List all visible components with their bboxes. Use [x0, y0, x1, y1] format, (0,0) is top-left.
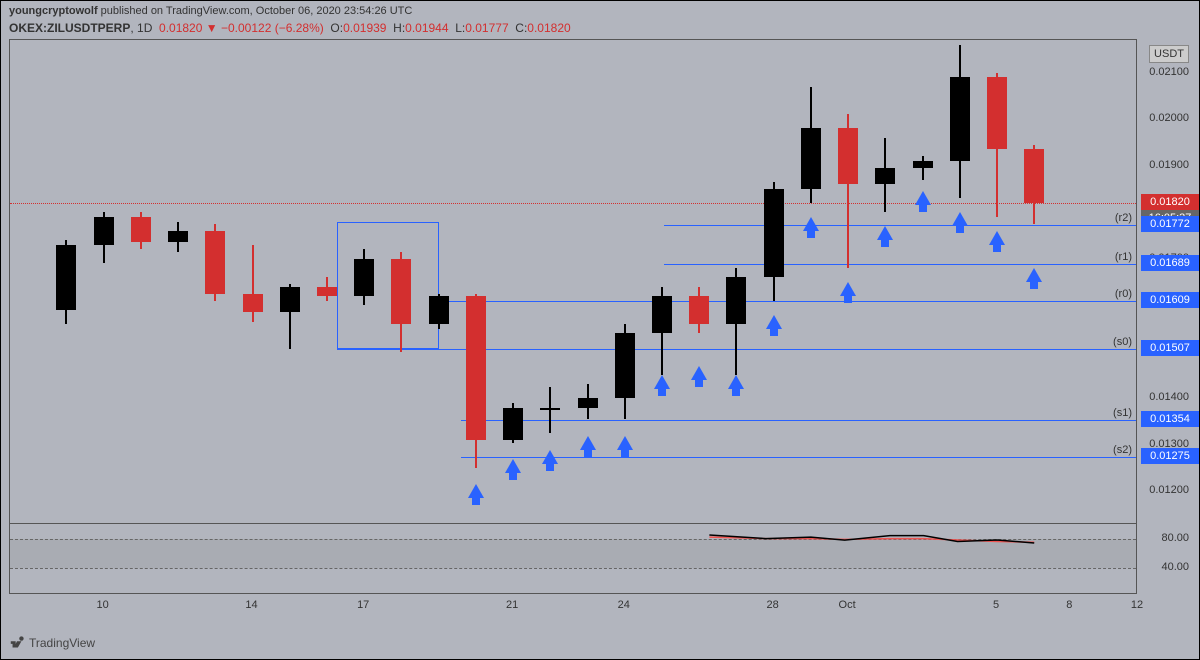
y-tick: 0.01900	[1149, 159, 1189, 171]
author: youngcryptowolf	[9, 5, 98, 17]
candle	[131, 40, 151, 524]
down-arrow-icon: ▼	[206, 21, 221, 35]
range-box	[337, 222, 439, 349]
candle	[652, 40, 672, 524]
pivot-price-tag: 0.01354	[1141, 411, 1199, 427]
x-tick: 5	[993, 599, 999, 611]
up-arrow-icon	[580, 436, 596, 450]
candle	[726, 40, 746, 524]
x-tick: 8	[1066, 599, 1072, 611]
x-tick: 12	[1131, 599, 1143, 611]
tradingview-icon	[9, 635, 25, 651]
up-arrow-icon	[691, 366, 707, 380]
y-tick: 0.02000	[1149, 112, 1189, 124]
rsi-y-tick: 80.00	[1161, 532, 1189, 544]
y-tick: 0.01200	[1149, 484, 1189, 496]
pivot-label: (r0)	[1115, 288, 1132, 300]
x-axis: 101417212428Oct5812	[9, 599, 1137, 619]
ticker-row: OKEX:ZILUSDTPERP, 1D 0.01820 ▼ −0.00122 …	[9, 21, 571, 35]
pivot-label: (r2)	[1115, 212, 1132, 224]
chart-area[interactable]: (r2) (r1) (r0) (s0) (s1) (s2)	[9, 39, 1137, 594]
candle	[987, 40, 1007, 524]
pivot-price-tag: 0.01275	[1141, 448, 1199, 464]
pivot-price-tag: 0.01689	[1141, 255, 1199, 271]
x-tick: 24	[618, 599, 630, 611]
rsi-y-tick: 40.00	[1161, 561, 1189, 573]
candle	[875, 40, 895, 524]
candle	[801, 40, 821, 524]
up-arrow-icon	[915, 191, 931, 205]
candle	[503, 40, 523, 524]
pivot-price-tag: 0.01609	[1141, 292, 1199, 308]
price-pane[interactable]: (r2) (r1) (r0) (s0) (s1) (s2)	[10, 40, 1136, 524]
tradingview-watermark: TradingView	[9, 635, 95, 651]
pivot-label: (s2)	[1113, 444, 1132, 456]
up-arrow-icon	[617, 436, 633, 450]
candle	[94, 40, 114, 524]
up-arrow-icon	[840, 282, 856, 296]
x-tick: 17	[357, 599, 369, 611]
up-arrow-icon	[952, 212, 968, 226]
candle	[168, 40, 188, 524]
candle	[280, 40, 300, 524]
up-arrow-icon	[1026, 268, 1042, 282]
up-arrow-icon	[989, 231, 1005, 245]
candle	[689, 40, 709, 524]
up-arrow-icon	[766, 315, 782, 329]
pivot-price-tag: 0.01772	[1141, 216, 1199, 232]
candle	[354, 40, 374, 524]
candle	[56, 40, 76, 524]
x-tick: 14	[245, 599, 257, 611]
y-tick: 0.01400	[1149, 391, 1189, 403]
up-arrow-icon	[877, 226, 893, 240]
pivot-label: (s0)	[1113, 336, 1132, 348]
candle	[317, 40, 337, 524]
rsi-pane[interactable]	[10, 524, 1136, 593]
chart-container: youngcryptowolf published on TradingView…	[0, 0, 1200, 660]
interval: 1D	[137, 21, 152, 35]
candle	[205, 40, 225, 524]
pivot-label: (r1)	[1115, 251, 1132, 263]
y-tick: 0.02100	[1149, 66, 1189, 78]
candle	[391, 40, 411, 524]
candle	[764, 40, 784, 524]
last-price: 0.01820	[159, 21, 202, 35]
publish-header: youngcryptowolf published on TradingView…	[9, 5, 412, 17]
pivot-price-tag: 0.01507	[1141, 340, 1199, 356]
candle	[913, 40, 933, 524]
candle	[429, 40, 449, 524]
pivot-label: (s1)	[1113, 407, 1132, 419]
up-arrow-icon	[728, 375, 744, 389]
x-tick: 10	[96, 599, 108, 611]
symbol: OKEX:ZILUSDTPERP	[9, 21, 130, 35]
up-arrow-icon	[803, 217, 819, 231]
candle	[950, 40, 970, 524]
up-arrow-icon	[505, 459, 521, 473]
candle	[466, 40, 486, 524]
up-arrow-icon	[542, 450, 558, 464]
change-pct: (−6.28%)	[275, 21, 324, 35]
current-price-tag: 0.01820	[1141, 194, 1199, 210]
x-tick: 21	[506, 599, 518, 611]
candle	[243, 40, 263, 524]
up-arrow-icon	[468, 484, 484, 498]
x-tick: Oct	[839, 599, 856, 611]
rsi-lines	[10, 524, 1138, 597]
y-axis: 0.012000.013000.014000.015000.016000.017…	[1139, 39, 1199, 596]
change: −0.00122	[221, 21, 271, 35]
x-tick: 28	[767, 599, 779, 611]
up-arrow-icon	[654, 375, 670, 389]
